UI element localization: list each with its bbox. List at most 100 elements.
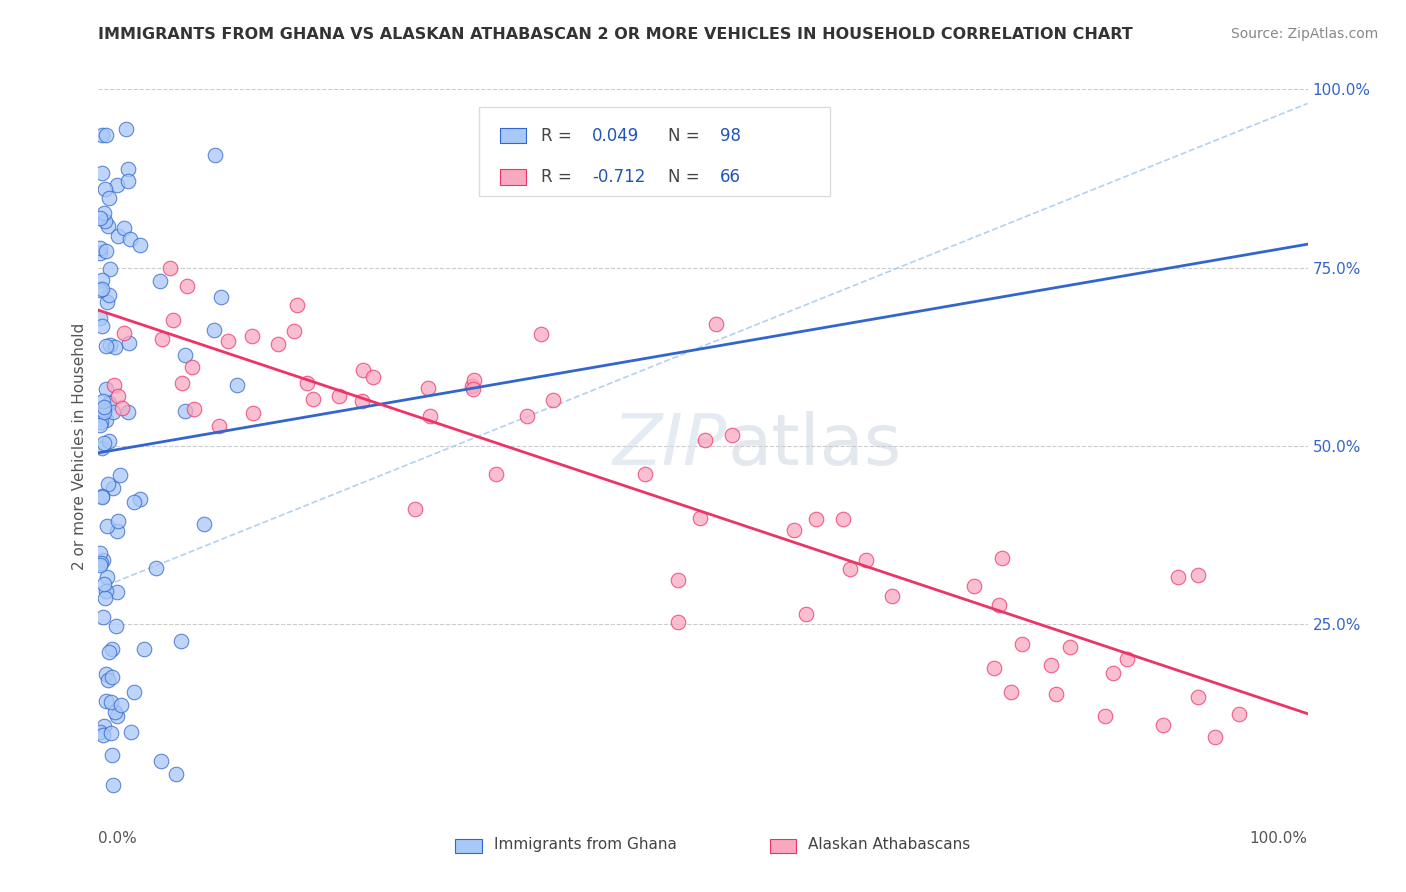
Point [97, 673, 120, 688]
Point [461, 379, 484, 393]
Point [94, 182, 117, 196]
Point [93, 206, 115, 220]
Point [98, 396, 121, 410]
Point [1152, 717, 1174, 731]
Text: atlas: atlas [727, 411, 901, 481]
Text: N =: N = [668, 168, 704, 186]
Point [634, 467, 657, 481]
Point [96, 518, 118, 533]
Point [204, 148, 226, 162]
Point [117, 336, 139, 351]
Point [94, 413, 117, 427]
Point [176, 279, 198, 293]
Point [96, 295, 118, 310]
Point [101, 642, 124, 657]
Point [170, 376, 193, 390]
Point [419, 409, 441, 423]
FancyBboxPatch shape [501, 169, 526, 185]
Point [91, 394, 114, 409]
Point [266, 337, 288, 351]
Point [704, 318, 727, 332]
Point [89, 417, 111, 432]
Point [89, 725, 111, 739]
Point [855, 553, 877, 567]
Point [101, 670, 124, 684]
Point [1227, 706, 1250, 721]
Point [117, 162, 139, 177]
Point [1187, 690, 1209, 705]
Point [530, 326, 553, 341]
Point [105, 178, 128, 193]
Point [983, 660, 1005, 674]
Point [110, 698, 132, 712]
Point [1187, 568, 1209, 582]
Y-axis label: 2 or more Vehicles in Household: 2 or more Vehicles in Household [72, 322, 87, 570]
Point [1045, 687, 1067, 701]
Point [89, 558, 111, 572]
Point [91, 282, 114, 296]
Text: ZIP: ZIP [613, 411, 727, 481]
Point [122, 685, 145, 699]
Point [183, 402, 205, 417]
Point [91, 128, 114, 143]
Point [108, 468, 131, 483]
Point [96, 693, 118, 707]
Point [120, 724, 142, 739]
Point [794, 607, 817, 621]
Point [129, 491, 152, 506]
Point [105, 585, 128, 599]
Point [174, 349, 197, 363]
Point [89, 310, 111, 325]
Point [97, 191, 120, 205]
Text: R =: R = [541, 127, 576, 145]
Point [689, 510, 711, 524]
Point [93, 577, 115, 591]
Point [98, 434, 121, 448]
Point [117, 405, 139, 419]
Point [90, 557, 112, 571]
Point [96, 382, 118, 396]
Point [721, 428, 744, 442]
Point [98, 261, 121, 276]
Point [1000, 684, 1022, 698]
FancyBboxPatch shape [501, 128, 526, 144]
Point [93, 610, 115, 624]
Point [96, 244, 118, 259]
Point [97, 644, 120, 658]
Point [240, 328, 263, 343]
Text: R =: R = [541, 168, 576, 186]
Point [91, 273, 114, 287]
Point [89, 283, 111, 297]
Point [93, 405, 115, 419]
Text: IMMIGRANTS FROM GHANA VS ALASKAN ATHABASCAN 2 OR MORE VEHICLES IN HOUSEHOLD CORR: IMMIGRANTS FROM GHANA VS ALASKAN ATHABAS… [98, 27, 1133, 42]
Point [117, 174, 139, 188]
Point [105, 709, 128, 723]
Point [96, 583, 118, 598]
Point [98, 337, 121, 351]
Point [831, 512, 853, 526]
Point [295, 376, 318, 390]
Point [1094, 709, 1116, 723]
Point [180, 359, 202, 374]
Point [104, 340, 127, 354]
Point [838, 561, 860, 575]
Point [111, 401, 134, 415]
Point [97, 219, 120, 233]
Point [91, 318, 114, 333]
Point [107, 514, 129, 528]
Point [101, 405, 124, 419]
Point [150, 332, 173, 346]
Point [90, 415, 112, 429]
Point [149, 274, 172, 288]
Point [101, 778, 124, 792]
Point [101, 481, 124, 495]
Point [91, 403, 114, 417]
Point [89, 211, 111, 225]
Point [97, 476, 120, 491]
Text: Alaskan Athabascans: Alaskan Athabascans [808, 837, 970, 852]
Point [93, 213, 115, 227]
Text: -0.712: -0.712 [592, 168, 645, 186]
Point [93, 719, 115, 733]
Point [1167, 570, 1189, 584]
Point [89, 245, 111, 260]
